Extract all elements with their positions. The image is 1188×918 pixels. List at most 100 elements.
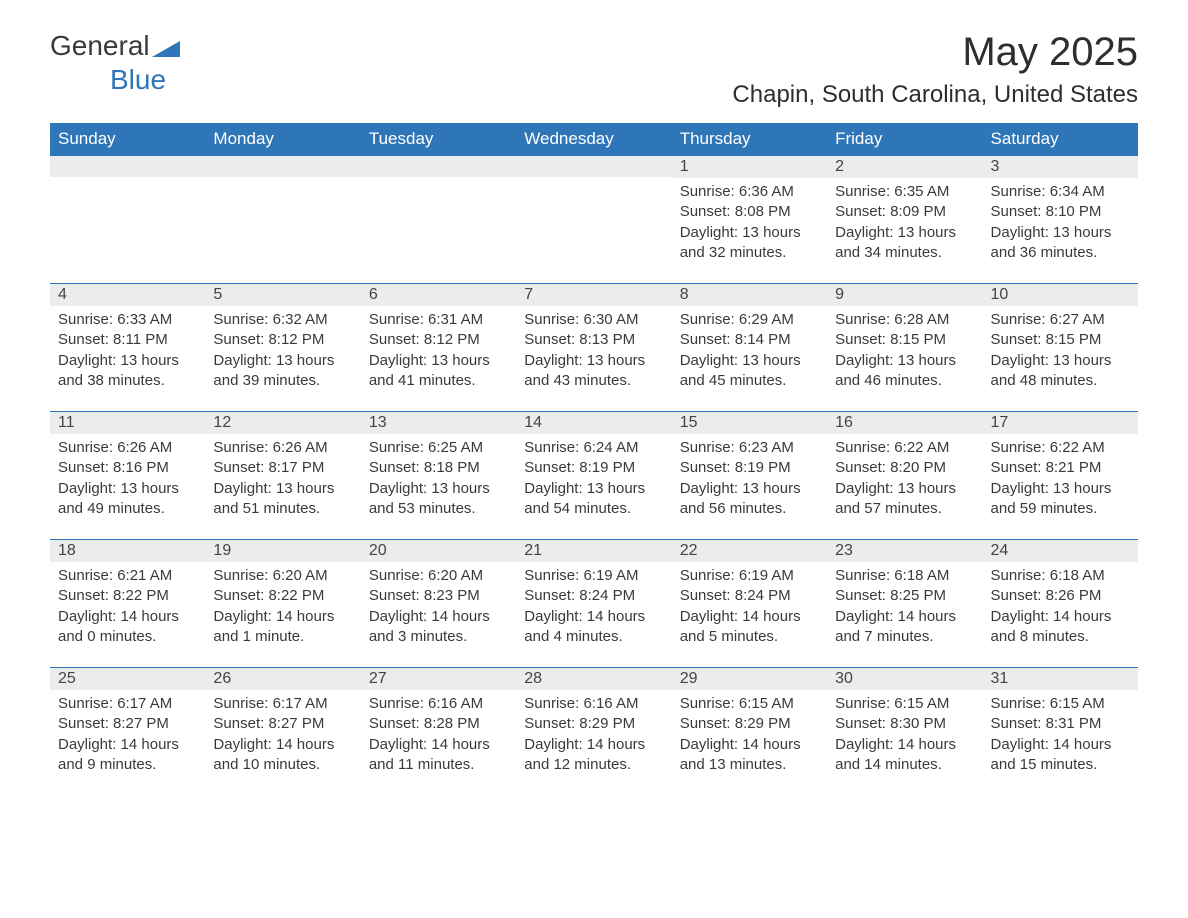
day-details: Sunrise: 6:16 AMSunset: 8:29 PMDaylight:… — [516, 690, 671, 781]
month-year-title: May 2025 — [732, 30, 1138, 75]
day-details: Sunrise: 6:21 AMSunset: 8:22 PMDaylight:… — [50, 562, 205, 653]
day-details: Sunrise: 6:35 AMSunset: 8:09 PMDaylight:… — [827, 178, 982, 269]
day-details: Sunrise: 6:32 AMSunset: 8:12 PMDaylight:… — [205, 306, 360, 397]
weekday-header: Sunday — [50, 123, 205, 155]
day-number: 3 — [983, 155, 1138, 178]
day-number: 19 — [205, 539, 360, 562]
header: General Blue May 2025 Chapin, South Caro… — [50, 30, 1138, 109]
day-daylight1: Daylight: 13 hours — [369, 351, 508, 371]
day-number: 21 — [516, 539, 671, 562]
calendar-day-cell: 15Sunrise: 6:23 AMSunset: 8:19 PMDayligh… — [672, 411, 827, 539]
day-number: 22 — [672, 539, 827, 562]
day-sunset: Sunset: 8:08 PM — [680, 202, 819, 222]
day-daylight2: and 38 minutes. — [58, 371, 197, 391]
day-sunset: Sunset: 8:12 PM — [369, 330, 508, 350]
calendar-day-cell — [516, 155, 671, 283]
day-daylight1: Daylight: 14 hours — [58, 735, 197, 755]
calendar-day-cell: 31Sunrise: 6:15 AMSunset: 8:31 PMDayligh… — [983, 667, 1138, 795]
day-sunset: Sunset: 8:29 PM — [680, 714, 819, 734]
day-sunset: Sunset: 8:19 PM — [680, 458, 819, 478]
calendar-day-cell: 7Sunrise: 6:30 AMSunset: 8:13 PMDaylight… — [516, 283, 671, 411]
day-details: Sunrise: 6:20 AMSunset: 8:22 PMDaylight:… — [205, 562, 360, 653]
day-sunset: Sunset: 8:13 PM — [524, 330, 663, 350]
day-sunset: Sunset: 8:15 PM — [991, 330, 1130, 350]
day-daylight2: and 46 minutes. — [835, 371, 974, 391]
day-sunset: Sunset: 8:22 PM — [213, 586, 352, 606]
day-daylight2: and 9 minutes. — [58, 755, 197, 775]
day-daylight1: Daylight: 14 hours — [835, 607, 974, 627]
day-daylight1: Daylight: 13 hours — [991, 351, 1130, 371]
day-number: 26 — [205, 667, 360, 690]
calendar-day-cell: 13Sunrise: 6:25 AMSunset: 8:18 PMDayligh… — [361, 411, 516, 539]
day-number: 25 — [50, 667, 205, 690]
logo-text-part1: General — [50, 30, 150, 61]
day-number: 8 — [672, 283, 827, 306]
day-daylight1: Daylight: 13 hours — [524, 351, 663, 371]
day-sunset: Sunset: 8:24 PM — [524, 586, 663, 606]
day-details: Sunrise: 6:31 AMSunset: 8:12 PMDaylight:… — [361, 306, 516, 397]
calendar-week-row: 25Sunrise: 6:17 AMSunset: 8:27 PMDayligh… — [50, 667, 1138, 795]
day-sunrise: Sunrise: 6:20 AM — [369, 566, 508, 586]
day-sunrise: Sunrise: 6:28 AM — [835, 310, 974, 330]
day-daylight1: Daylight: 13 hours — [58, 479, 197, 499]
day-daylight1: Daylight: 14 hours — [991, 607, 1130, 627]
day-daylight1: Daylight: 13 hours — [213, 351, 352, 371]
day-details: Sunrise: 6:23 AMSunset: 8:19 PMDaylight:… — [672, 434, 827, 525]
day-number: 28 — [516, 667, 671, 690]
day-details: Sunrise: 6:16 AMSunset: 8:28 PMDaylight:… — [361, 690, 516, 781]
day-sunrise: Sunrise: 6:15 AM — [835, 694, 974, 714]
day-details: Sunrise: 6:34 AMSunset: 8:10 PMDaylight:… — [983, 178, 1138, 269]
calendar-day-cell: 28Sunrise: 6:16 AMSunset: 8:29 PMDayligh… — [516, 667, 671, 795]
day-number: 31 — [983, 667, 1138, 690]
day-number-empty — [361, 155, 516, 177]
day-details: Sunrise: 6:28 AMSunset: 8:15 PMDaylight:… — [827, 306, 982, 397]
day-sunrise: Sunrise: 6:22 AM — [991, 438, 1130, 458]
day-sunset: Sunset: 8:23 PM — [369, 586, 508, 606]
calendar-week-row: 11Sunrise: 6:26 AMSunset: 8:16 PMDayligh… — [50, 411, 1138, 539]
day-sunset: Sunset: 8:18 PM — [369, 458, 508, 478]
day-number: 14 — [516, 411, 671, 434]
day-daylight1: Daylight: 14 hours — [524, 735, 663, 755]
day-daylight1: Daylight: 13 hours — [680, 351, 819, 371]
calendar-week-row: 4Sunrise: 6:33 AMSunset: 8:11 PMDaylight… — [50, 283, 1138, 411]
calendar-day-cell: 22Sunrise: 6:19 AMSunset: 8:24 PMDayligh… — [672, 539, 827, 667]
day-sunrise: Sunrise: 6:16 AM — [369, 694, 508, 714]
calendar-day-cell: 9Sunrise: 6:28 AMSunset: 8:15 PMDaylight… — [827, 283, 982, 411]
day-sunrise: Sunrise: 6:36 AM — [680, 182, 819, 202]
day-sunrise: Sunrise: 6:21 AM — [58, 566, 197, 586]
day-details: Sunrise: 6:15 AMSunset: 8:29 PMDaylight:… — [672, 690, 827, 781]
calendar-day-cell: 10Sunrise: 6:27 AMSunset: 8:15 PMDayligh… — [983, 283, 1138, 411]
day-number: 7 — [516, 283, 671, 306]
day-number: 20 — [361, 539, 516, 562]
day-details: Sunrise: 6:18 AMSunset: 8:26 PMDaylight:… — [983, 562, 1138, 653]
day-number: 9 — [827, 283, 982, 306]
day-daylight1: Daylight: 13 hours — [991, 223, 1130, 243]
calendar-day-cell — [50, 155, 205, 283]
day-daylight2: and 8 minutes. — [991, 627, 1130, 647]
day-daylight1: Daylight: 13 hours — [213, 479, 352, 499]
day-sunset: Sunset: 8:21 PM — [991, 458, 1130, 478]
day-sunrise: Sunrise: 6:16 AM — [524, 694, 663, 714]
day-details: Sunrise: 6:20 AMSunset: 8:23 PMDaylight:… — [361, 562, 516, 653]
day-sunrise: Sunrise: 6:22 AM — [835, 438, 974, 458]
day-daylight2: and 3 minutes. — [369, 627, 508, 647]
day-daylight1: Daylight: 13 hours — [835, 351, 974, 371]
day-daylight1: Daylight: 13 hours — [991, 479, 1130, 499]
day-details: Sunrise: 6:22 AMSunset: 8:20 PMDaylight:… — [827, 434, 982, 525]
calendar-day-cell: 23Sunrise: 6:18 AMSunset: 8:25 PMDayligh… — [827, 539, 982, 667]
day-number: 13 — [361, 411, 516, 434]
calendar-day-cell: 18Sunrise: 6:21 AMSunset: 8:22 PMDayligh… — [50, 539, 205, 667]
day-daylight2: and 43 minutes. — [524, 371, 663, 391]
day-daylight2: and 36 minutes. — [991, 243, 1130, 263]
day-daylight2: and 51 minutes. — [213, 499, 352, 519]
calendar-day-cell: 1Sunrise: 6:36 AMSunset: 8:08 PMDaylight… — [672, 155, 827, 283]
day-sunset: Sunset: 8:20 PM — [835, 458, 974, 478]
day-sunset: Sunset: 8:27 PM — [58, 714, 197, 734]
day-number: 1 — [672, 155, 827, 178]
day-sunset: Sunset: 8:31 PM — [991, 714, 1130, 734]
calendar-day-cell: 20Sunrise: 6:20 AMSunset: 8:23 PMDayligh… — [361, 539, 516, 667]
day-sunset: Sunset: 8:27 PM — [213, 714, 352, 734]
calendar-day-cell: 27Sunrise: 6:16 AMSunset: 8:28 PMDayligh… — [361, 667, 516, 795]
day-sunrise: Sunrise: 6:24 AM — [524, 438, 663, 458]
day-daylight1: Daylight: 14 hours — [213, 735, 352, 755]
